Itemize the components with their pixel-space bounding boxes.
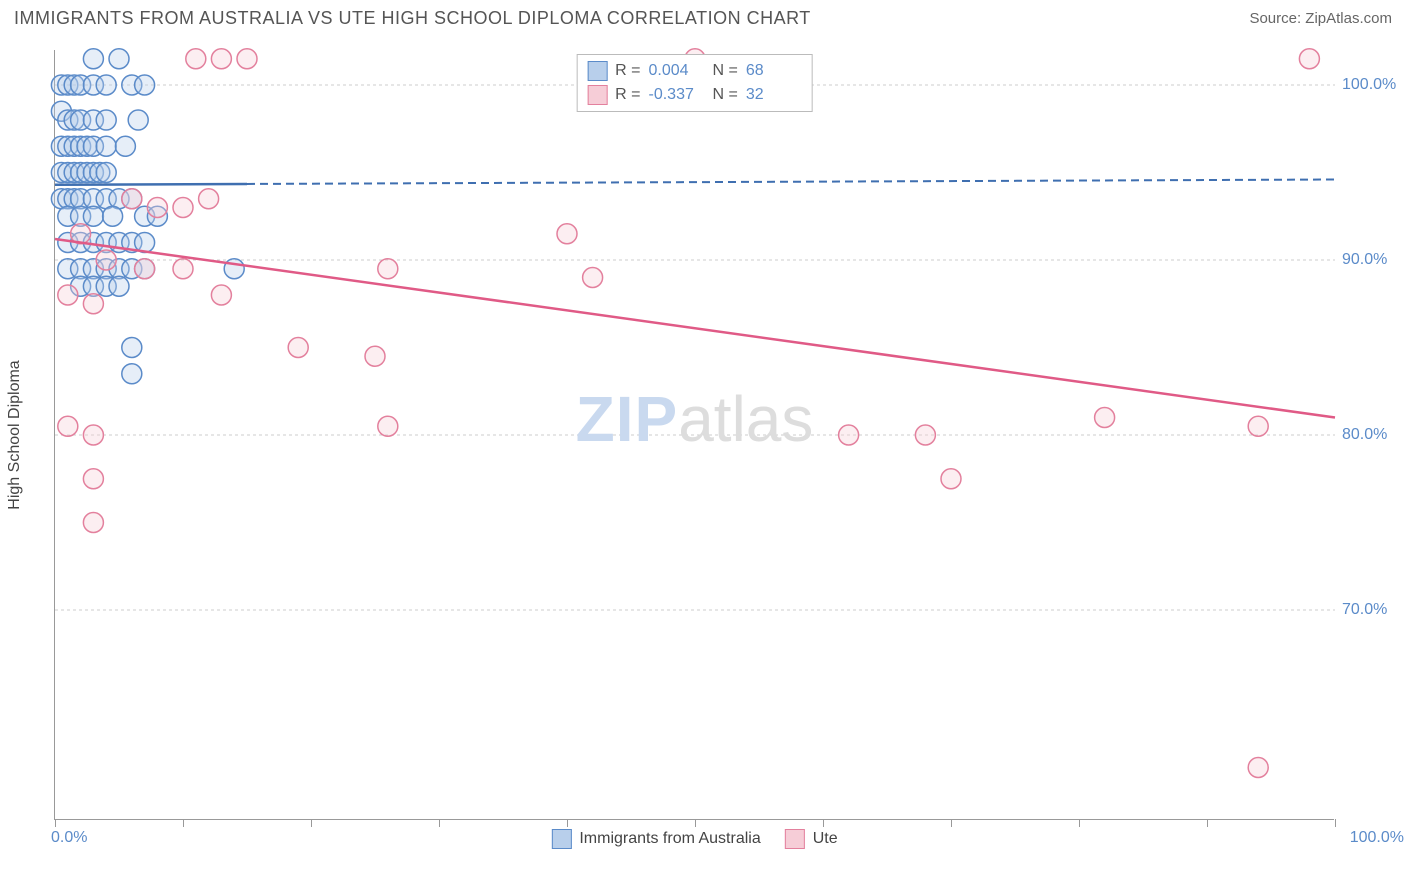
x-tick: [951, 819, 952, 827]
data-point: [83, 206, 103, 226]
data-point: [103, 206, 123, 226]
data-point: [135, 75, 155, 95]
x-tick: [55, 819, 56, 827]
legend-series-label: Ute: [813, 830, 838, 848]
data-point: [224, 259, 244, 279]
y-tick-label: 90.0%: [1342, 251, 1402, 269]
data-point: [83, 513, 103, 533]
legend-correlation: R = 0.004 N = 68 R = -0.337 N = 32: [576, 54, 813, 112]
x-tick: [1207, 819, 1208, 827]
y-tick-label: 100.0%: [1342, 76, 1402, 94]
legend-swatch: [551, 829, 571, 849]
data-point: [115, 136, 135, 156]
x-axis-start-label: 0.0%: [51, 829, 87, 847]
data-point: [173, 198, 193, 218]
x-tick: [1079, 819, 1080, 827]
data-point: [122, 364, 142, 384]
x-tick: [823, 819, 824, 827]
data-point: [135, 259, 155, 279]
data-point: [186, 49, 206, 69]
x-tick: [311, 819, 312, 827]
data-point: [109, 276, 129, 296]
legend-swatch: [785, 829, 805, 849]
chart-svg: [55, 50, 1335, 820]
data-point: [211, 285, 231, 305]
data-point: [915, 425, 935, 445]
n-label: N =: [713, 86, 738, 104]
chart-title: IMMIGRANTS FROM AUSTRALIA VS UTE HIGH SC…: [14, 8, 811, 29]
data-point: [1248, 416, 1268, 436]
source-label: Source: ZipAtlas.com: [1249, 10, 1392, 27]
data-point: [378, 416, 398, 436]
data-point: [96, 110, 116, 130]
data-point: [96, 136, 116, 156]
trendline-solid: [55, 239, 1335, 418]
data-point: [557, 224, 577, 244]
data-point: [583, 268, 603, 288]
legend-correlation-row: R = -0.337 N = 32: [587, 83, 802, 107]
legend-series-label: Immigrants from Australia: [579, 830, 760, 848]
data-point: [58, 416, 78, 436]
data-point: [211, 49, 231, 69]
data-point: [173, 259, 193, 279]
data-point: [839, 425, 859, 445]
data-point: [1299, 49, 1319, 69]
legend-series-item: Ute: [785, 829, 838, 849]
trendline-dashed: [247, 180, 1335, 184]
data-point: [96, 250, 116, 270]
trendline-solid: [55, 184, 247, 185]
data-point: [1248, 758, 1268, 778]
y-tick-label: 70.0%: [1342, 601, 1402, 619]
x-tick: [439, 819, 440, 827]
data-point: [237, 49, 257, 69]
legend-correlation-row: R = 0.004 N = 68: [587, 59, 802, 83]
r-value: -0.337: [649, 86, 705, 104]
data-point: [365, 346, 385, 366]
data-point: [83, 469, 103, 489]
data-point: [58, 285, 78, 305]
data-point: [83, 49, 103, 69]
data-point: [378, 259, 398, 279]
data-point: [128, 110, 148, 130]
data-point: [1095, 408, 1115, 428]
data-point: [941, 469, 961, 489]
chart-plot-area: ZIPatlas R =0.004N =68R =-0.337N =32 Hig…: [54, 50, 1334, 820]
r-label: R =: [615, 86, 640, 104]
data-point: [96, 75, 116, 95]
legend-series-item: Immigrants from Australia: [551, 829, 760, 849]
data-point: [122, 189, 142, 209]
data-point: [199, 189, 219, 209]
y-tick-label: 80.0%: [1342, 426, 1402, 444]
n-value: 32: [746, 86, 802, 104]
data-point: [83, 294, 103, 314]
legend-swatch: [587, 61, 607, 81]
n-label: N =: [713, 62, 738, 80]
y-axis-label: High School Diploma: [6, 360, 24, 509]
x-tick: [183, 819, 184, 827]
data-point: [288, 338, 308, 358]
x-axis-end-label: 100.0%: [1350, 829, 1404, 847]
legend-swatch: [587, 85, 607, 105]
legend-series: Immigrants from Australia Ute: [551, 829, 837, 849]
r-value: 0.004: [649, 62, 705, 80]
r-label: R =: [615, 62, 640, 80]
data-point: [147, 198, 167, 218]
n-value: 68: [746, 62, 802, 80]
x-tick: [695, 819, 696, 827]
data-point: [122, 338, 142, 358]
data-point: [109, 49, 129, 69]
data-point: [96, 163, 116, 183]
x-tick: [567, 819, 568, 827]
data-point: [83, 425, 103, 445]
x-tick: [1335, 819, 1336, 827]
